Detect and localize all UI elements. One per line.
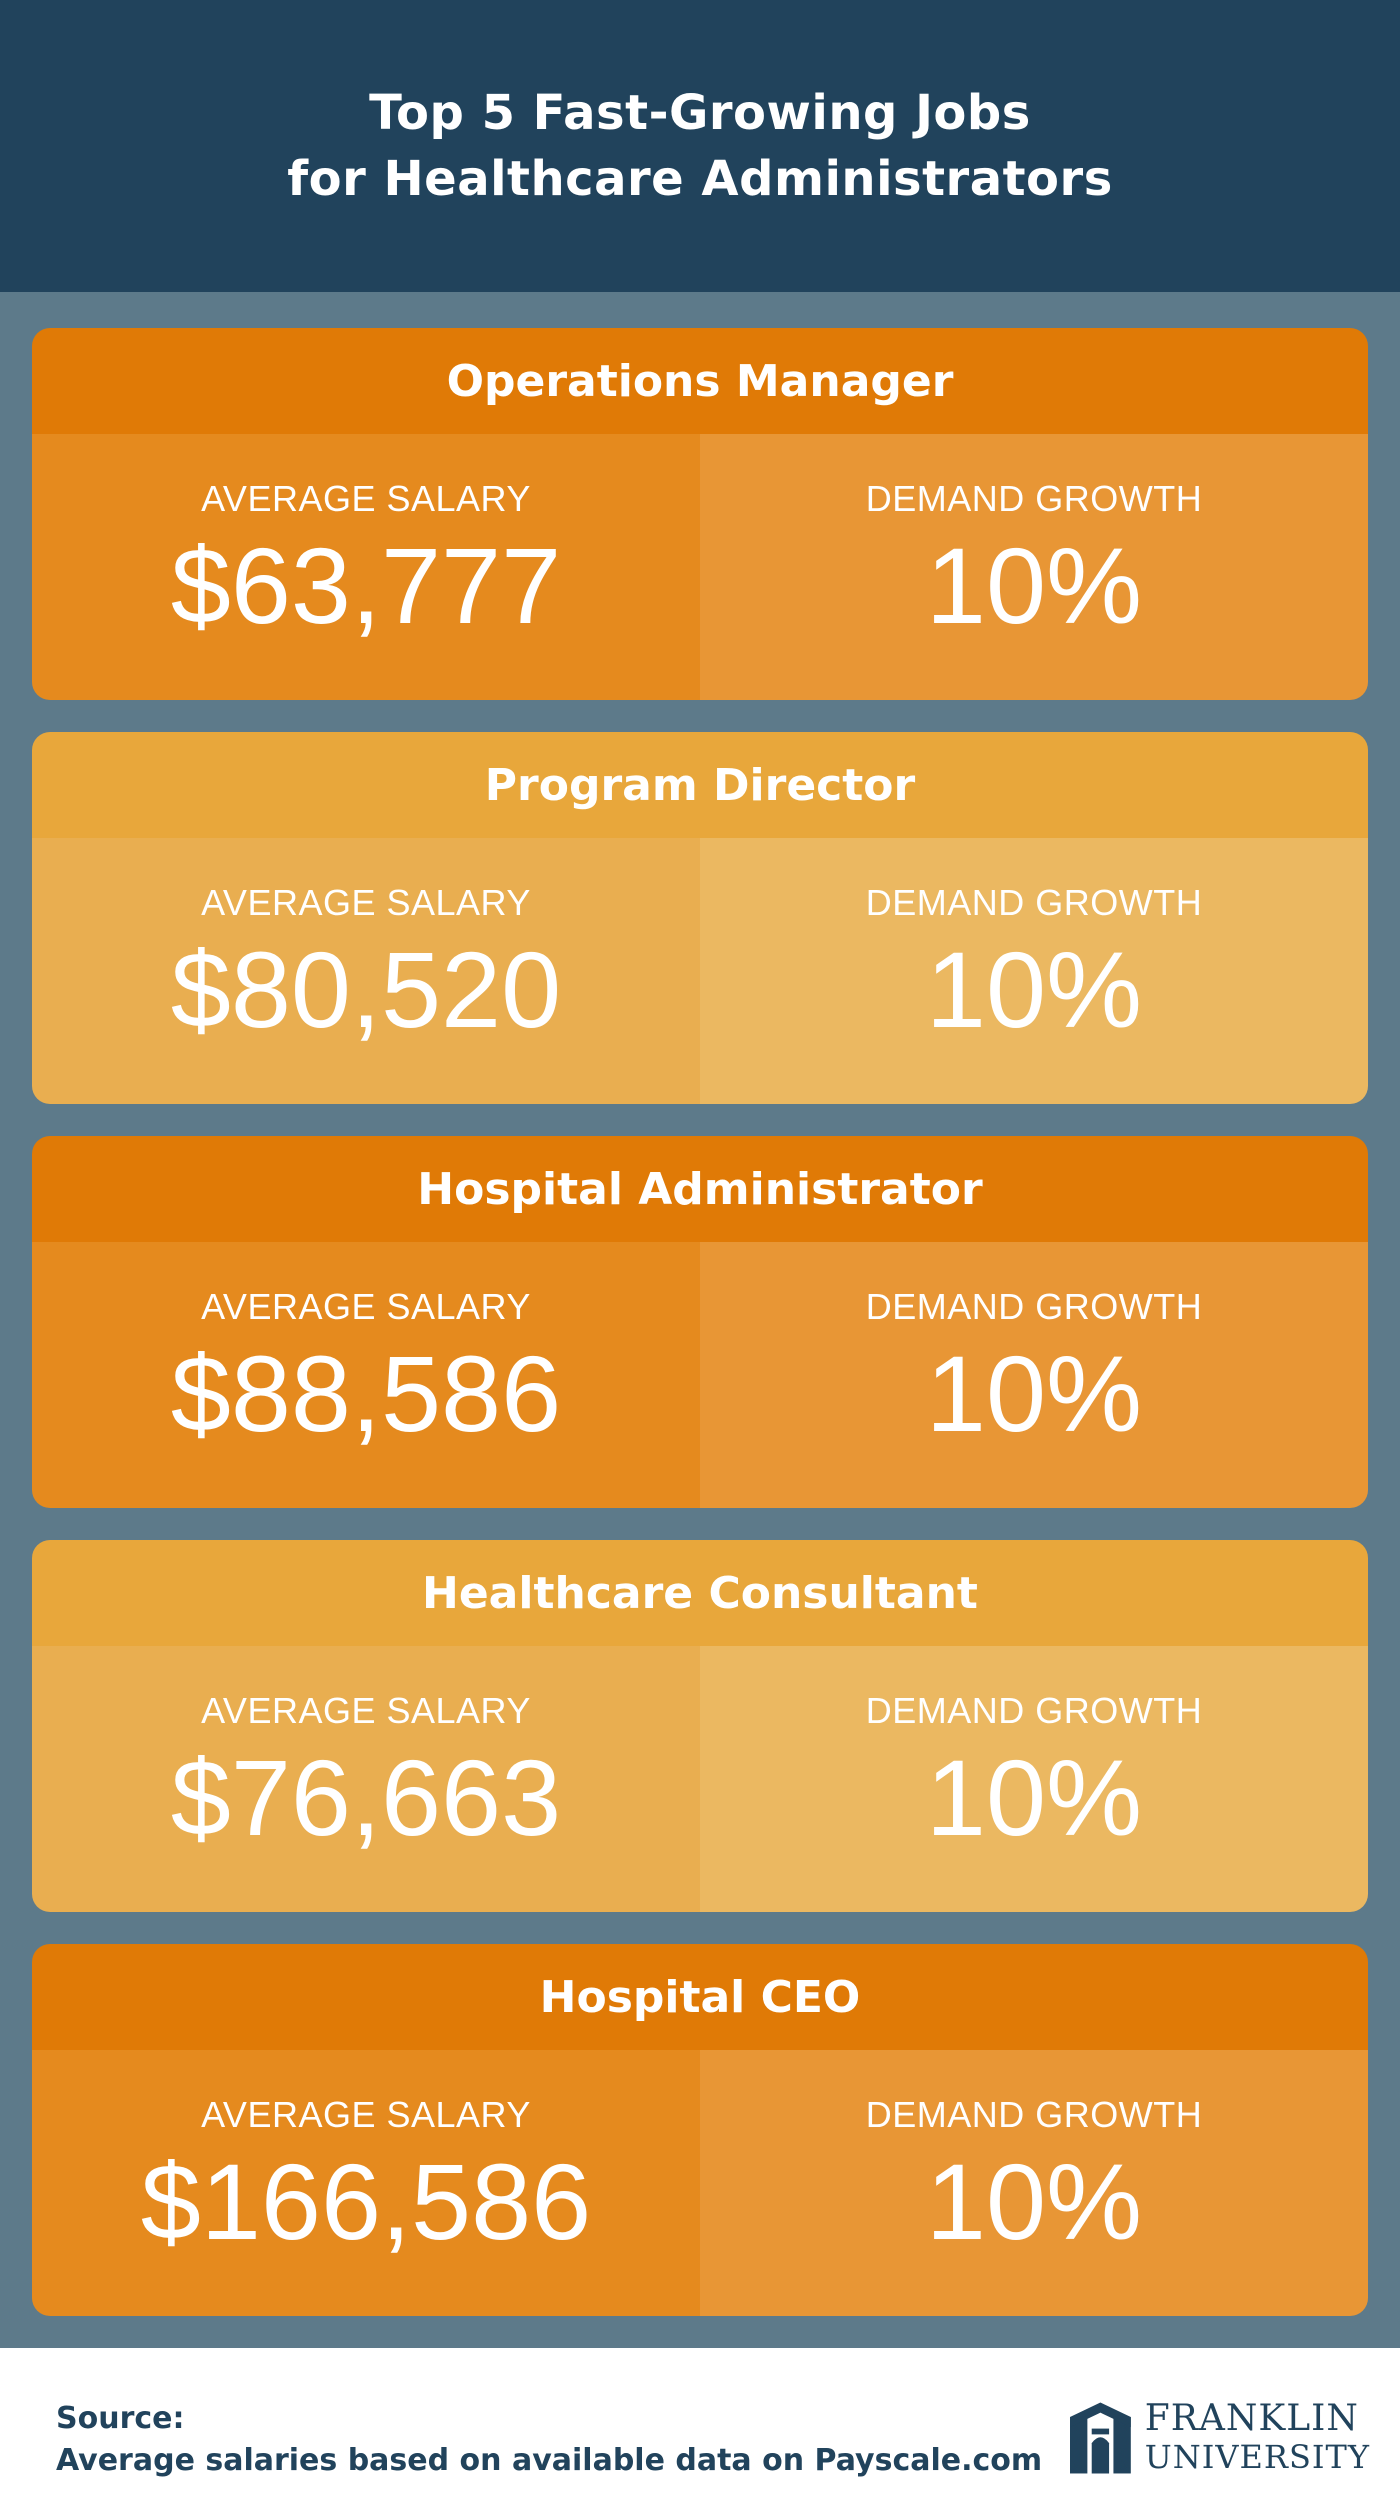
growth-cell: DEMAND GROWTH 10% — [700, 1242, 1368, 1508]
logo-line-1: FRANKLIN — [1144, 2398, 1359, 2439]
growth-label: DEMAND GROWTH — [865, 478, 1203, 519]
growth-label: DEMAND GROWTH — [865, 1286, 1203, 1327]
salary-value: $76,663 — [170, 1737, 562, 1858]
source-note: Source: Average salaries based on availa… — [56, 2398, 1042, 2482]
job-title: Hospital CEO — [32, 1944, 1368, 2050]
salary-cell: AVERAGE SALARY $76,663 — [32, 1646, 700, 1912]
growth-cell: DEMAND GROWTH 10% — [700, 2050, 1368, 2316]
growth-value: 10% — [925, 1737, 1143, 1858]
growth-label: DEMAND GROWTH — [865, 1690, 1203, 1731]
salary-label: AVERAGE SALARY — [201, 882, 531, 923]
job-card-hospital-ceo: Hospital CEO AVERAGE SALARY $166,586 DEM… — [32, 1944, 1368, 2316]
salary-cell: AVERAGE SALARY $88,586 — [32, 1242, 700, 1508]
logo-line-2: UNIVERSITY — [1144, 2438, 1370, 2476]
job-card-operations-manager: Operations Manager AVERAGE SALARY $63,77… — [32, 328, 1368, 700]
franklin-university-logo: FRANKLIN UNIVERSITY — [1070, 2388, 1370, 2488]
source-text: Average salaries based on available data… — [56, 2443, 1043, 2478]
salary-label: AVERAGE SALARY — [201, 1690, 531, 1731]
salary-value: $80,520 — [170, 929, 562, 1050]
page-title-line-2: for Healthcare Administrators — [287, 151, 1113, 207]
growth-label: DEMAND GROWTH — [865, 882, 1203, 923]
growth-cell: DEMAND GROWTH 10% — [700, 838, 1368, 1104]
growth-value: 10% — [925, 929, 1143, 1050]
salary-label: AVERAGE SALARY — [201, 478, 531, 519]
page-header: Top 5 Fast-Growing Jobs for Healthcare A… — [0, 0, 1400, 292]
page-title-line-1: Top 5 Fast-Growing Jobs — [369, 85, 1031, 141]
growth-label: DEMAND GROWTH — [865, 2094, 1203, 2135]
source-label: Source: — [56, 2401, 185, 2436]
salary-label: AVERAGE SALARY — [201, 1286, 531, 1327]
job-title: Program Director — [32, 732, 1368, 838]
growth-value: 10% — [925, 525, 1143, 646]
job-title: Operations Manager — [32, 328, 1368, 434]
job-card-program-director: Program Director AVERAGE SALARY $80,520 … — [32, 732, 1368, 1104]
salary-cell: AVERAGE SALARY $63,777 — [32, 434, 700, 700]
salary-value: $63,777 — [170, 525, 562, 646]
salary-cell: AVERAGE SALARY $80,520 — [32, 838, 700, 1104]
franklin-arch-logo-icon — [1070, 2402, 1131, 2474]
job-card-healthcare-consultant: Healthcare Consultant AVERAGE SALARY $76… — [32, 1540, 1368, 1912]
salary-cell: AVERAGE SALARY $166,586 — [32, 2050, 700, 2316]
job-card-hospital-administrator: Hospital Administrator AVERAGE SALARY $8… — [32, 1136, 1368, 1508]
growth-value: 10% — [925, 1333, 1143, 1454]
job-title: Healthcare Consultant — [32, 1540, 1368, 1646]
salary-value: $88,586 — [170, 1333, 562, 1454]
job-title: Hospital Administrator — [32, 1136, 1368, 1242]
growth-cell: DEMAND GROWTH 10% — [700, 434, 1368, 700]
salary-value: $166,586 — [140, 2141, 592, 2262]
growth-value: 10% — [925, 2141, 1143, 2262]
salary-label: AVERAGE SALARY — [201, 2094, 531, 2135]
page-footer: Source: Average salaries based on availa… — [0, 2348, 1400, 2520]
growth-cell: DEMAND GROWTH 10% — [700, 1646, 1368, 1912]
